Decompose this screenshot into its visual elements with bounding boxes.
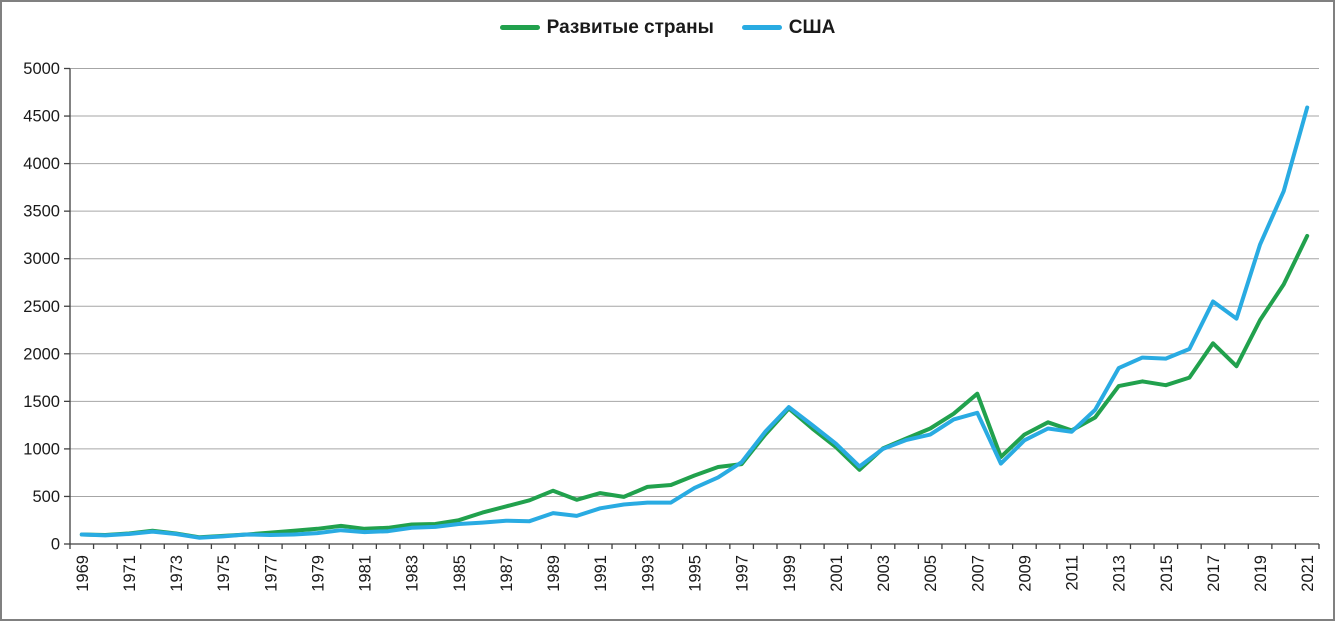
legend: Развитые страны США — [2, 18, 1333, 37]
x-axis-tick-label: 1991 — [592, 555, 610, 592]
y-axis-tick-label: 500 — [32, 488, 60, 506]
legend-label-usa: США — [788, 17, 836, 38]
y-axis-tick-label: 1000 — [23, 440, 60, 458]
legend-item-developed-countries: Развитые страны — [499, 17, 714, 38]
x-axis-tick-label: 1979 — [309, 555, 327, 592]
x-axis-tick-label: 2007 — [969, 555, 987, 592]
legend-swatch-developed-countries — [499, 25, 540, 30]
x-axis-tick-label: 1969 — [74, 555, 92, 592]
y-axis-tick-label: 1500 — [23, 393, 60, 411]
x-axis-tick-label: 1999 — [781, 555, 799, 592]
x-axis-tick-label: 2019 — [1252, 555, 1270, 592]
x-axis-tick-label: 2003 — [875, 555, 893, 592]
series-line-usa — [79, 105, 1310, 540]
series-line-developed-countries — [79, 233, 1310, 540]
y-axis-tick-label: 5000 — [23, 60, 60, 78]
y-axis-tick-label: 2000 — [23, 345, 60, 363]
x-axis-tick-label: 1977 — [262, 555, 280, 592]
x-axis-tick-label: 1983 — [404, 555, 422, 592]
x-axis-tick-label: 1995 — [687, 555, 705, 592]
x-axis-tick-label: 2021 — [1299, 555, 1317, 592]
x-axis-tick-label: 2009 — [1016, 555, 1034, 592]
x-axis-tick-label: 2005 — [922, 555, 940, 592]
legend-swatch-usa — [741, 25, 782, 30]
x-axis-tick-label: 1975 — [215, 555, 233, 592]
y-axis-tick-label: 3000 — [23, 250, 60, 268]
x-axis-tick-label: 1989 — [545, 555, 563, 592]
legend-item-usa: США — [741, 17, 836, 38]
x-axis-tick-label: 1993 — [639, 555, 657, 592]
x-axis-tick-label: 1985 — [451, 555, 469, 592]
y-axis-tick-label: 4000 — [23, 155, 60, 173]
x-axis-tick-label: 1973 — [168, 555, 186, 592]
x-axis-tick-label: 2011 — [1064, 555, 1082, 590]
x-axis-tick-label: 1987 — [498, 555, 516, 592]
y-axis-tick-label: 4500 — [23, 108, 60, 126]
x-axis-tick-label: 2015 — [1158, 555, 1176, 592]
x-axis-tick-label: 1981 — [357, 555, 375, 592]
x-axis-tick-label: 1997 — [734, 555, 752, 592]
x-axis-tick-label: 2001 — [828, 555, 846, 592]
y-axis-tick-label: 3500 — [23, 203, 60, 221]
y-axis-tick-label: 0 — [51, 536, 60, 554]
x-axis-tick-label: 2013 — [1111, 555, 1129, 592]
legend-label-developed-countries: Развитые страны — [546, 17, 714, 38]
y-axis-tick-label: 2500 — [23, 298, 60, 316]
x-axis-tick-label: 1971 — [121, 555, 139, 592]
x-axis-tick-label: 2017 — [1205, 555, 1223, 592]
